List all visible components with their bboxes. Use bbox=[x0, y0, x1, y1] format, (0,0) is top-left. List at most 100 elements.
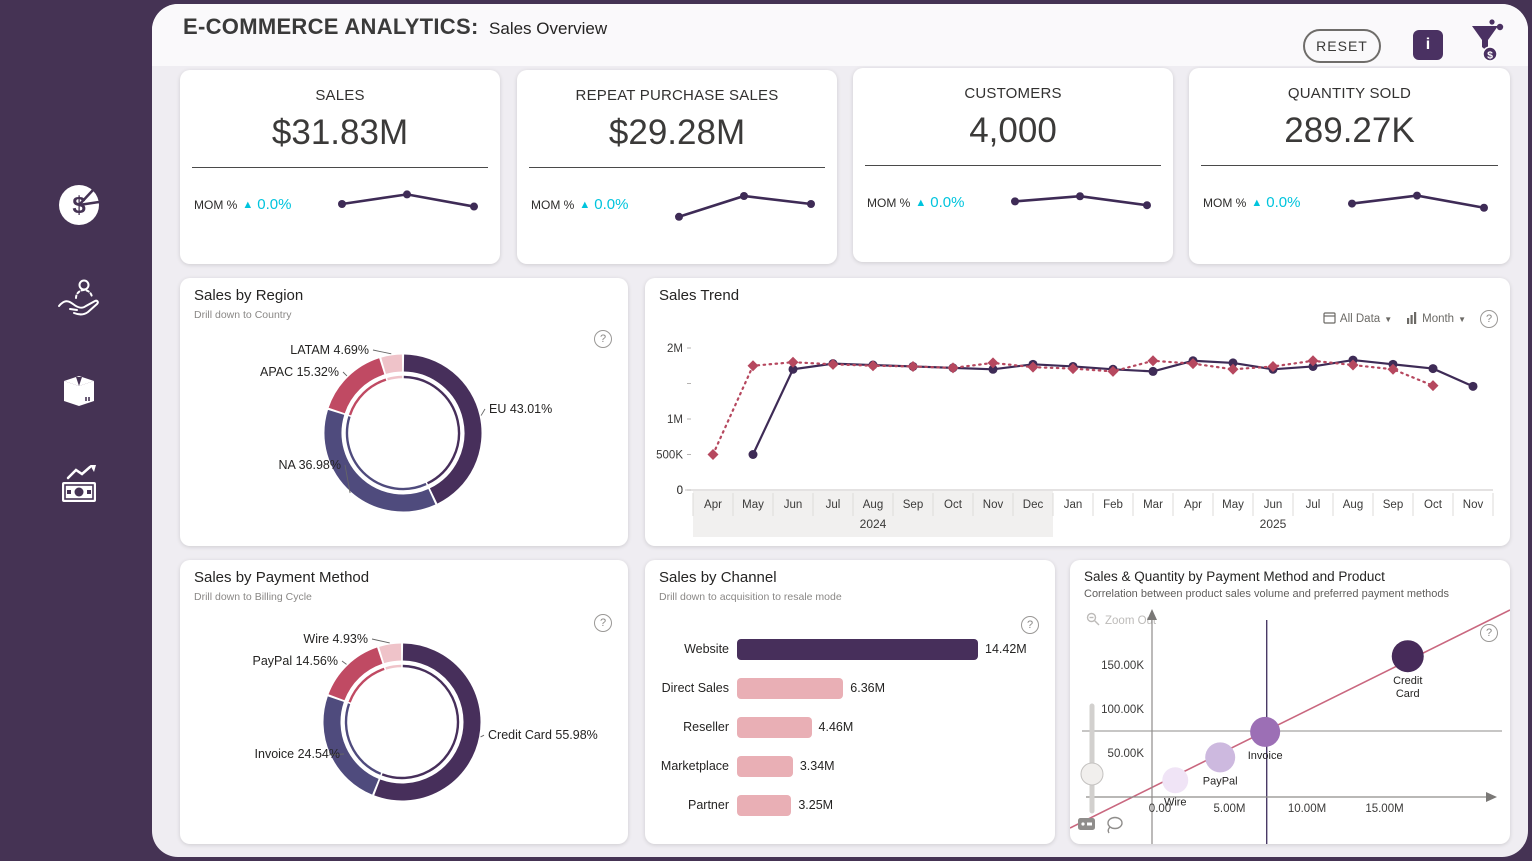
donut-slice-latam[interactable] bbox=[381, 354, 403, 374]
channel-bar[interactable] bbox=[737, 716, 812, 738]
trend-point[interactable] bbox=[988, 364, 998, 374]
svg-text:PayPal: PayPal bbox=[1203, 775, 1238, 787]
trend-point-prior[interactable] bbox=[1187, 358, 1199, 370]
trend-point-prior[interactable] bbox=[1107, 365, 1119, 377]
trend-point-prior[interactable] bbox=[1267, 360, 1279, 372]
sidebar-item-products[interactable] bbox=[56, 368, 102, 414]
svg-text:Invoice 24.54%: Invoice 24.54% bbox=[255, 747, 340, 761]
trend-point-prior[interactable] bbox=[947, 362, 959, 374]
channel-value: 6.36M bbox=[850, 681, 886, 695]
trend-point-prior[interactable] bbox=[1307, 355, 1319, 367]
sales-trend-chart[interactable]: 2M 1M 500K 0 0 Apr May Jun Jul Aug Sep Oct Nov Dec Jan… bbox=[645, 312, 1510, 546]
svg-text:PayPal 14.56%: PayPal 14.56% bbox=[253, 654, 338, 668]
trend-point-prior[interactable] bbox=[787, 356, 799, 368]
region-donut-chart[interactable]: EU 43.01% NA 36.98% APAC 15.32% LATAM 4.69% bbox=[180, 306, 628, 544]
bar-columns-icon bbox=[1406, 311, 1418, 327]
donut-slice-wire[interactable] bbox=[379, 643, 402, 664]
channel-bar[interactable] bbox=[737, 677, 844, 699]
trend-point[interactable] bbox=[1468, 381, 1478, 391]
sidebar-item-sales[interactable]: $ bbox=[56, 182, 102, 228]
kpi-card-repeat-sales: REPEAT PURCHASE SALES $29.28M MOM % ▲ 0.… bbox=[517, 70, 837, 264]
page-header: E-COMMERCE ANALYTICS: Sales Overview RES… bbox=[152, 4, 1528, 66]
trend-point[interactable] bbox=[1148, 366, 1158, 376]
kpi-label: REPEAT PURCHASE SALES bbox=[575, 87, 779, 104]
donut-slice-credit-card[interactable] bbox=[374, 643, 481, 801]
svg-text:Credit Card 55.98%: Credit Card 55.98% bbox=[488, 728, 598, 742]
date-filter-dropdown[interactable]: All Data ▼ bbox=[1323, 311, 1392, 327]
kpi-sparkline bbox=[1338, 174, 1496, 231]
scatter-bubble-wire[interactable] bbox=[1162, 767, 1189, 794]
scatter-bubble-credit-card[interactable] bbox=[1391, 640, 1424, 673]
box-select-icon[interactable] bbox=[1078, 818, 1095, 830]
svg-text:10.00M: 10.00M bbox=[1288, 803, 1326, 815]
channel-bar[interactable] bbox=[737, 794, 792, 816]
donut-slice-eu[interactable] bbox=[403, 354, 482, 504]
donut-slice-na[interactable] bbox=[324, 409, 436, 512]
trend-point-prior[interactable] bbox=[1147, 355, 1159, 367]
kpi-value: 4,000 bbox=[969, 111, 1057, 150]
trend-point[interactable] bbox=[748, 450, 758, 459]
trend-point-prior[interactable] bbox=[907, 360, 919, 372]
svg-text:Jun: Jun bbox=[1264, 499, 1283, 511]
kpi-sparkline bbox=[328, 176, 486, 233]
help-icon[interactable]: ? bbox=[1480, 624, 1498, 642]
trend-point-prior[interactable] bbox=[827, 358, 839, 370]
trend-point-prior[interactable] bbox=[1347, 359, 1359, 371]
scatter-bubble-invoice[interactable] bbox=[1250, 716, 1281, 747]
svg-text:NA 36.98%: NA 36.98% bbox=[278, 458, 341, 472]
channel-row-reseller: Reseller 4.46M bbox=[645, 716, 1055, 738]
channel-bar[interactable] bbox=[737, 755, 793, 777]
payment-donut-chart[interactable]: Credit Card 55.98% Invoice 24.54% PayPal 1… bbox=[180, 596, 628, 844]
svg-text:5.00M: 5.00M bbox=[1214, 803, 1246, 815]
svg-text:150.00K: 150.00K bbox=[1101, 660, 1144, 672]
sidebar-item-customers[interactable] bbox=[56, 276, 102, 322]
zoom-out-button[interactable]: Zoom Out bbox=[1086, 612, 1156, 629]
chart-subtitle: Correlation between product sales volume… bbox=[1084, 588, 1450, 600]
kpi-value: $29.28M bbox=[608, 113, 746, 152]
sidebar-item-revenue[interactable] bbox=[56, 464, 102, 510]
trend-point[interactable] bbox=[1228, 358, 1238, 368]
trend-point-prior[interactable] bbox=[1227, 363, 1239, 375]
donut-slice-invoice[interactable] bbox=[323, 696, 379, 795]
trend-point-prior[interactable] bbox=[707, 449, 719, 460]
trend-point[interactable] bbox=[1308, 361, 1318, 371]
trend-point[interactable] bbox=[1428, 364, 1438, 374]
up-arrow-icon: ▲ bbox=[1251, 196, 1263, 209]
channel-bar-chart: Website 14.42M Direct Sales 6.36M Reseller 4.… bbox=[645, 560, 1055, 844]
date-filter-value: All Data bbox=[1339, 313, 1381, 325]
help-icon[interactable]: ? bbox=[594, 614, 612, 632]
mom-label: MOM % bbox=[194, 197, 238, 212]
svg-text:0.00: 0.00 bbox=[1149, 803, 1171, 815]
trend-point-prior[interactable] bbox=[1387, 363, 1399, 375]
reset-button[interactable]: RESET bbox=[1303, 29, 1381, 63]
bubble-size-slider-handle[interactable] bbox=[1080, 762, 1104, 786]
donut-slice-apac[interactable] bbox=[328, 358, 385, 414]
help-icon[interactable]: ? bbox=[594, 330, 612, 348]
granularity-dropdown[interactable]: Month ▼ bbox=[1406, 311, 1466, 327]
channel-bar[interactable] bbox=[737, 638, 978, 660]
info-button[interactable]: i bbox=[1413, 30, 1443, 60]
mom-value: 0.0% bbox=[930, 194, 965, 211]
trend-point-prior[interactable] bbox=[747, 360, 759, 372]
chevron-down-icon: ▼ bbox=[1384, 314, 1393, 324]
donut-slice-paypal[interactable] bbox=[328, 647, 383, 701]
scatter-plot[interactable]: 50.00K 100.00K 150.00K 0.00 5.00M 10.00M 15.00… bbox=[1069, 606, 1511, 844]
help-icon[interactable]: ? bbox=[1480, 310, 1498, 328]
lasso-select-icon[interactable] bbox=[1107, 816, 1123, 834]
scatter-bubble-paypal[interactable] bbox=[1205, 742, 1236, 773]
trend-point-prior[interactable] bbox=[987, 357, 999, 369]
trend-point-prior[interactable] bbox=[867, 360, 879, 372]
mom-value: 0.0% bbox=[257, 196, 292, 213]
zoom-out-label: Zoom Out bbox=[1105, 614, 1157, 627]
trend-point[interactable] bbox=[788, 364, 798, 374]
trend-point-prior[interactable] bbox=[1427, 380, 1439, 392]
svg-text:Nov: Nov bbox=[983, 499, 1004, 511]
trend-point-prior[interactable] bbox=[1027, 361, 1039, 373]
filter-funnel-button[interactable]: $ bbox=[1470, 18, 1506, 64]
help-icon[interactable]: ? bbox=[1021, 616, 1039, 634]
mom-value: 0.0% bbox=[1266, 194, 1301, 211]
pie-dollar-icon: $ bbox=[56, 185, 102, 232]
sales-trend-card: Sales Trend All Data ▼ bbox=[645, 278, 1510, 546]
trend-point-prior[interactable] bbox=[1067, 363, 1079, 375]
svg-text:Oct: Oct bbox=[1424, 499, 1443, 511]
